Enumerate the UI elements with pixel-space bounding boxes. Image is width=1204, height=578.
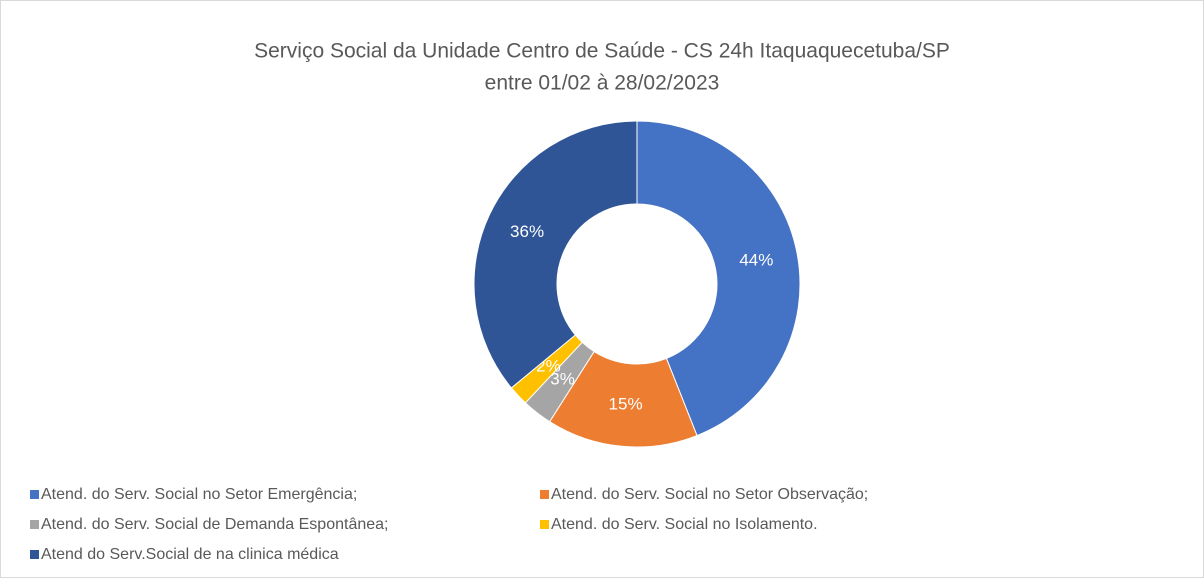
legend-swatch xyxy=(30,490,39,499)
legend-label: Atend. do Serv. Social no Setor Observaç… xyxy=(551,486,868,503)
legend-swatch xyxy=(30,520,39,529)
data-label: 44% xyxy=(739,251,773,270)
donut-slice xyxy=(636,120,801,437)
data-label: 3% xyxy=(550,369,575,388)
legend-swatch xyxy=(540,520,549,529)
data-label: 15% xyxy=(609,394,643,413)
legend-label: Atend. do Serv. Social de Demanda Espont… xyxy=(41,516,388,533)
legend-swatch xyxy=(540,490,549,499)
data-label: 36% xyxy=(510,222,544,241)
legend-label: Atend. do Serv. Social no Isolamento. xyxy=(551,516,818,533)
chart-subtitle: entre 01/02 à 28/02/2023 xyxy=(485,72,720,95)
legend-label: Atend. do Serv. Social no Setor Emergênc… xyxy=(41,486,357,503)
donut-slice xyxy=(473,120,638,389)
legend-swatch xyxy=(30,550,39,559)
legend-label: Atend do Serv.Social de na clinica médic… xyxy=(41,546,339,563)
chart-title: Serviço Social da Unidade Centro de Saúd… xyxy=(254,40,950,63)
